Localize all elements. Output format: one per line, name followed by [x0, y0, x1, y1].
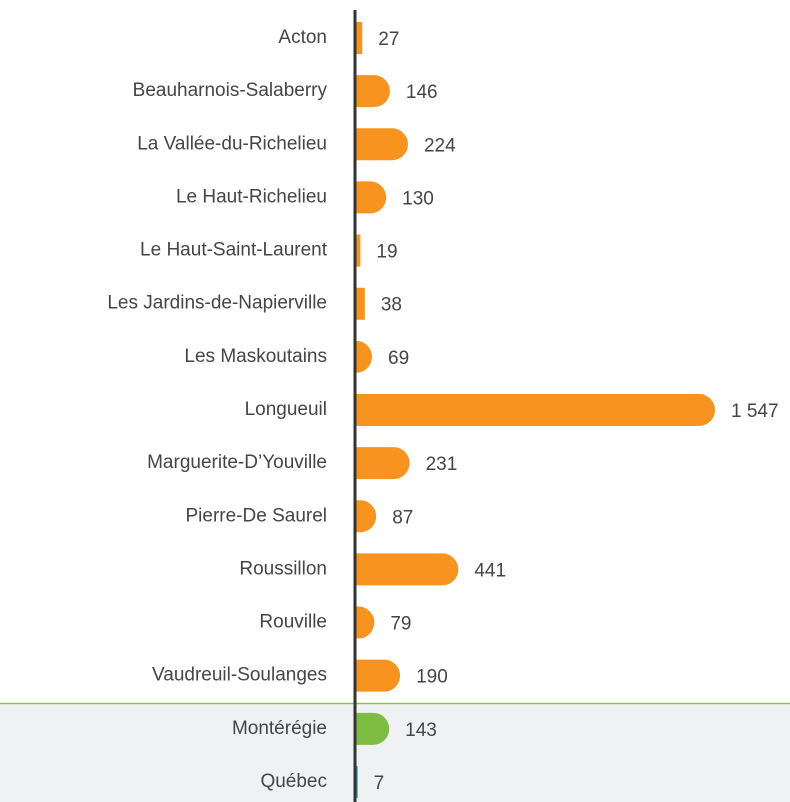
bar	[356, 287, 365, 320]
value-label: 38	[381, 295, 402, 316]
bar	[356, 553, 459, 586]
bar	[356, 75, 390, 108]
category-label: Les Maskoutains	[184, 346, 327, 367]
bar	[356, 393, 715, 426]
category-label: Acton	[278, 27, 327, 48]
category-label: Pierre-De Saurel	[186, 505, 328, 526]
value-label: 231	[426, 454, 458, 475]
bar	[356, 128, 408, 161]
value-label: 190	[416, 667, 448, 688]
value-label: 27	[378, 29, 399, 50]
category-label: Beauharnois-Salaberry	[133, 80, 328, 101]
value-label: 224	[424, 135, 456, 156]
value-label: 130	[402, 188, 434, 209]
category-label: Longueuil	[245, 399, 327, 420]
category-label: Roussillon	[239, 558, 327, 579]
value-label: 87	[392, 507, 413, 528]
category-label: Les Jardins-de-Napierville	[107, 293, 327, 314]
bar	[356, 659, 401, 692]
value-label: 69	[388, 348, 409, 369]
category-label: Montérégie	[232, 718, 327, 739]
bar	[356, 447, 410, 480]
bar	[356, 712, 390, 745]
bar	[356, 500, 377, 533]
bar	[356, 234, 361, 267]
category-label: Québec	[260, 771, 327, 792]
category-label: Le Haut-Richelieu	[176, 186, 327, 207]
category-label: Le Haut-Saint-Laurent	[140, 240, 328, 261]
value-label: 441	[474, 560, 506, 581]
category-label: Rouville	[259, 612, 327, 633]
bar	[356, 340, 373, 373]
highlight-band	[0, 703, 790, 802]
bar	[356, 22, 363, 54]
value-label: 1 547	[731, 401, 779, 422]
bar	[356, 606, 375, 639]
value-label: 19	[376, 242, 397, 263]
value-label: 143	[405, 720, 437, 741]
category-label: Vaudreuil-Soulanges	[152, 665, 327, 686]
bar	[356, 181, 387, 214]
category-label: La Vallée-du-Richelieu	[137, 133, 327, 154]
category-label: Marguerite-D’Youville	[147, 452, 327, 473]
value-label: 79	[390, 614, 411, 635]
value-label: 146	[406, 82, 438, 103]
value-label: 7	[374, 773, 385, 794]
